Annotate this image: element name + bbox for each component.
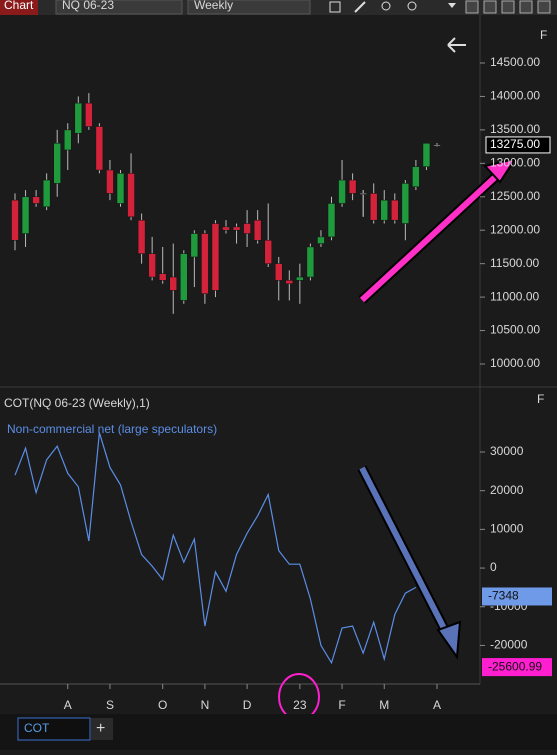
candle-body [42, 179, 51, 208]
candle-body [369, 193, 378, 221]
candle-body [348, 179, 357, 194]
value-marker-label: -25600.99 [488, 659, 542, 673]
annotation-arrow [359, 466, 453, 642]
y-tick-label: 13500.00 [490, 122, 540, 136]
instrument: NQ 06-23 [62, 0, 114, 12]
last-price-label: 13275.00 [490, 137, 540, 151]
add-tab-label: + [96, 720, 105, 737]
tab-label: COT [24, 721, 50, 735]
candle-body [127, 173, 135, 218]
value-marker-box [482, 587, 552, 606]
x-tick-label: O [158, 698, 167, 712]
candle-body [306, 246, 315, 278]
add-tab-button[interactable] [91, 718, 113, 740]
value-marker-label: -7348 [488, 589, 519, 603]
x-tick-label: N [201, 698, 210, 712]
candle-body [158, 273, 167, 281]
interval-select[interactable] [187, 0, 311, 15]
candle-body [391, 199, 399, 221]
window-title: Chart [4, 0, 34, 12]
candle-body [180, 253, 188, 301]
y-tick-label: 14000.00 [490, 89, 540, 103]
x-tick-label: 23 [293, 698, 307, 712]
panel-label: F [537, 392, 544, 406]
candle-body [412, 166, 420, 187]
candle-body [21, 196, 30, 234]
candle-body [401, 183, 410, 224]
panel-label: F [540, 28, 547, 42]
annotation-arrow [359, 165, 508, 303]
y-tick-label: 30000 [490, 444, 524, 458]
legend-entry: Non-commercial net (large speculators) [7, 422, 217, 436]
tab[interactable] [17, 717, 91, 741]
candle-body [169, 276, 177, 291]
candle-body [106, 169, 114, 194]
back-arrow[interactable] [447, 37, 466, 53]
candle-body [137, 219, 146, 254]
x-tick-label: A [64, 698, 72, 712]
candle-body [275, 263, 283, 281]
candle-body [148, 253, 156, 278]
candle-body [53, 143, 61, 184]
x-tick-label: S [106, 698, 114, 712]
last-price-box [485, 136, 551, 154]
y-tick-label: 12000.00 [490, 222, 540, 236]
annotation-arrowhead [436, 620, 462, 660]
indicator-title: COT(NQ 06-23 (Weekly),1) [4, 396, 150, 410]
candle-body [433, 144, 441, 147]
candle-body [317, 236, 325, 244]
x-tick-label: M [379, 698, 389, 712]
candle-body [74, 102, 83, 134]
candle-body [11, 199, 19, 241]
candle-body [222, 226, 230, 231]
candle-body [264, 240, 272, 264]
candle-body [32, 196, 40, 204]
candle-body [201, 233, 209, 295]
title-tab [0, 0, 38, 15]
candle-body [285, 280, 294, 284]
candle-body [422, 143, 431, 167]
y-tick-label: 10500.00 [490, 323, 540, 337]
candle-body [211, 223, 220, 291]
y-tick-label: 10000 [490, 522, 524, 536]
y-tick-label: 11500.00 [490, 256, 539, 270]
candle-body [95, 126, 104, 171]
candle-body [327, 203, 336, 238]
candle-body [359, 193, 367, 195]
candle-body [85, 102, 93, 127]
y-tick-label: 12500.00 [490, 189, 540, 203]
interval: Weekly [194, 0, 233, 12]
candle-body [338, 179, 346, 204]
candle-body [380, 199, 388, 221]
x-tick-label: D [243, 698, 252, 712]
y-tick-label: 13000.00 [490, 156, 540, 170]
y-tick-label: 0 [490, 560, 497, 574]
y-tick-label: 10000.00 [490, 356, 540, 370]
value-marker-box [482, 658, 552, 677]
indicator-line [14, 432, 417, 665]
candle-body [253, 219, 262, 241]
annotation-arrowhead [483, 157, 518, 184]
candle-body [190, 233, 199, 258]
y-tick-label: 11000.00 [490, 289, 539, 303]
candle-body [116, 173, 125, 204]
instrument-select[interactable] [55, 0, 183, 15]
x-tick-label: F [338, 698, 345, 712]
y-tick-label: -20000 [490, 638, 528, 652]
candle-body [232, 226, 241, 231]
candle-body [296, 276, 304, 281]
y-tick-label: 14500.00 [490, 55, 540, 69]
candle-body [64, 129, 72, 151]
y-tick-label: 20000 [490, 483, 524, 497]
candle-body [243, 223, 251, 234]
toolbar-icons[interactable] [329, 0, 551, 14]
x-tick-label: A [433, 698, 441, 712]
